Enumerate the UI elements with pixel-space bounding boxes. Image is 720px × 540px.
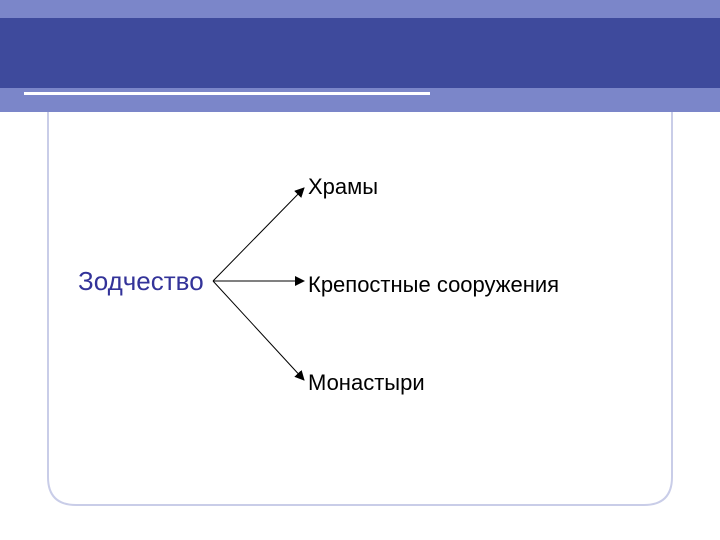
top-banner <box>0 0 720 112</box>
diagram-root-label: Зодчество <box>78 266 204 297</box>
banner-dark-band <box>0 18 720 88</box>
diagram-arrow-0 <box>213 188 304 281</box>
diagram-child-1: Крепостные сооружения <box>308 272 559 298</box>
diagram-child-0: Храмы <box>308 174 378 200</box>
content-frame <box>48 112 672 505</box>
slide-stage: Зодчество Храмы Крепостные сооружения Мо… <box>0 0 720 540</box>
diagram-child-2: Монастыри <box>308 370 425 396</box>
diagram-arrow-2 <box>213 281 304 380</box>
banner-underline <box>24 92 430 95</box>
